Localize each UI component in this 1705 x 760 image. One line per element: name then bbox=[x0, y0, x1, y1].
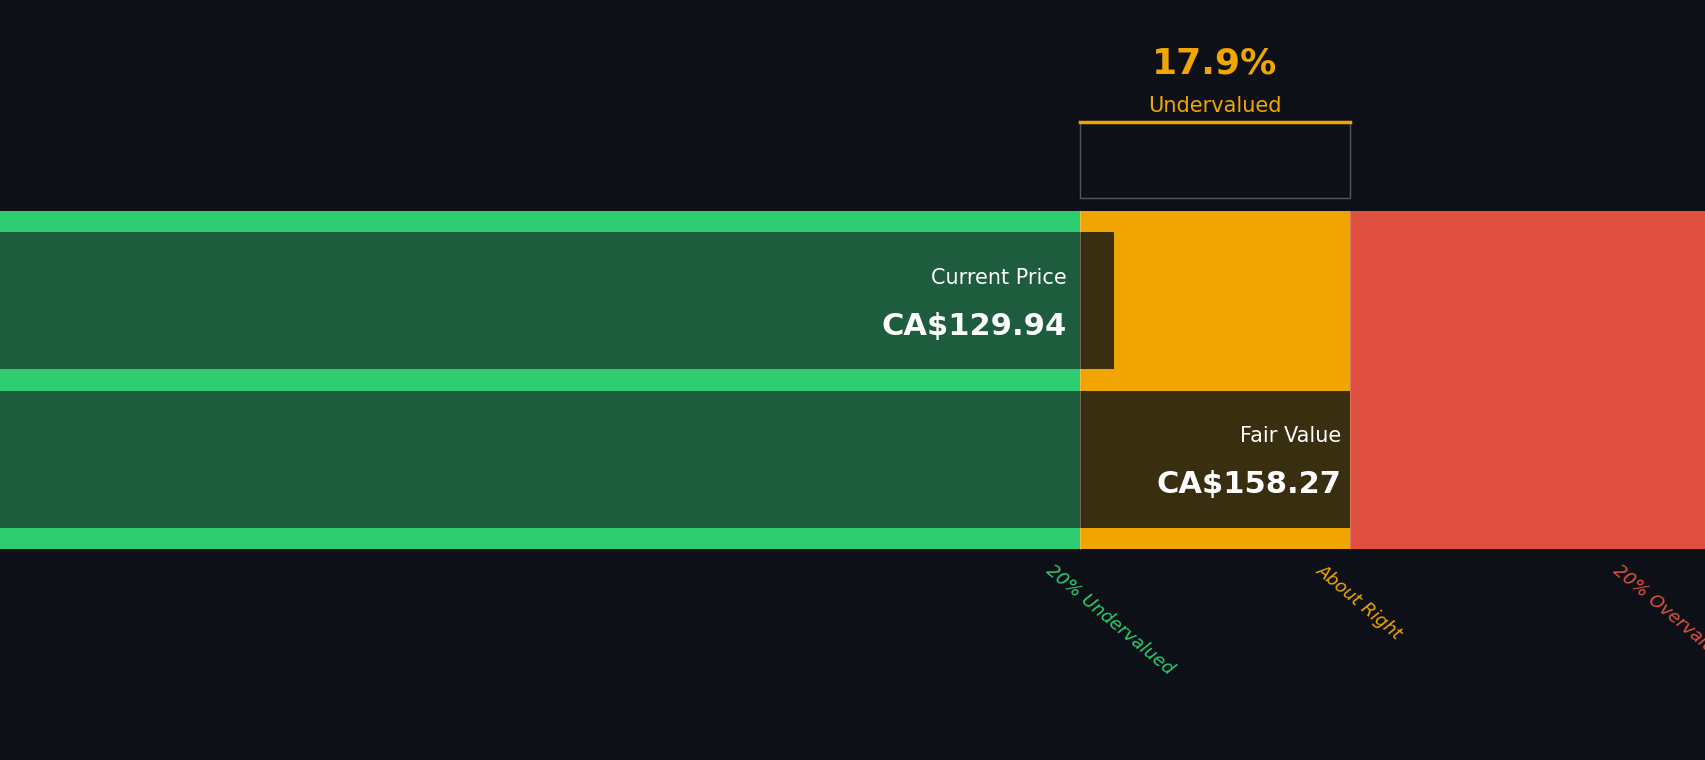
Bar bbox=[1079, 233, 1113, 369]
Text: About Right: About Right bbox=[1313, 562, 1405, 644]
Text: Current Price: Current Price bbox=[931, 268, 1067, 287]
Text: Undervalued: Undervalued bbox=[1147, 96, 1280, 116]
Bar bbox=[0, 391, 1079, 527]
Bar bbox=[1079, 211, 1349, 549]
Bar bbox=[1079, 391, 1349, 527]
Text: 17.9%: 17.9% bbox=[1153, 46, 1277, 81]
Text: CA$158.27: CA$158.27 bbox=[1156, 470, 1340, 499]
Bar bbox=[1349, 211, 1705, 549]
Bar bbox=[1079, 122, 1349, 198]
Text: Fair Value: Fair Value bbox=[1240, 426, 1340, 446]
Bar bbox=[0, 233, 1079, 369]
Text: 20% Overvalued: 20% Overvalued bbox=[1608, 562, 1705, 672]
Text: 20% Undervalued: 20% Undervalued bbox=[1042, 562, 1176, 679]
Bar bbox=[0, 211, 1079, 549]
Text: CA$129.94: CA$129.94 bbox=[881, 312, 1067, 340]
